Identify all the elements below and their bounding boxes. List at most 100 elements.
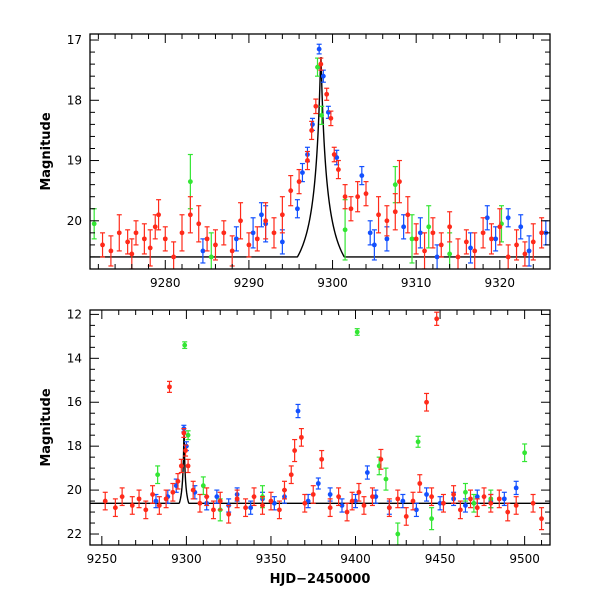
- red-marker: [170, 489, 176, 495]
- red-marker: [331, 152, 337, 157]
- red-data-point: [296, 168, 302, 195]
- red-marker: [260, 503, 265, 508]
- red-data-point: [348, 196, 354, 222]
- blue-data-point: [315, 477, 321, 490]
- red-marker: [342, 194, 348, 200]
- red-marker: [288, 188, 294, 194]
- blue-marker: [315, 481, 321, 486]
- bottom-panel: 9250 9300 9350 9400 9450 9500 12 14 16 18 20 22 Mag…: [39, 307, 551, 587]
- red-data-point: [386, 498, 392, 518]
- blue-marker: [493, 236, 499, 242]
- green-data-point: [91, 208, 97, 240]
- red-marker: [344, 509, 350, 515]
- blue-data-point: [417, 217, 423, 249]
- red-marker: [183, 448, 188, 453]
- blue-marker: [400, 498, 406, 504]
- red-data-point: [497, 208, 503, 246]
- top-y-axis-label: Magnitude: [39, 112, 54, 191]
- red-data-point: [143, 500, 149, 520]
- red-marker: [438, 242, 444, 248]
- red-data-point: [505, 502, 511, 522]
- red-data-point: [384, 205, 390, 237]
- blue-data-point: [279, 229, 285, 255]
- blue-marker: [463, 503, 468, 508]
- red-data-point: [281, 480, 287, 500]
- green-data-point: [208, 232, 214, 269]
- red-data-point: [271, 217, 277, 249]
- blue-marker: [437, 500, 443, 506]
- red-marker: [530, 500, 536, 506]
- red-data-point: [226, 504, 232, 524]
- green-data-point: [319, 105, 325, 125]
- red-marker: [395, 496, 401, 502]
- red-data-point: [171, 241, 177, 269]
- blue-marker: [484, 215, 490, 221]
- blue-data-point: [316, 43, 322, 55]
- red-marker: [310, 492, 316, 497]
- red-data-point: [175, 473, 181, 490]
- red-data-point: [344, 502, 350, 522]
- green-marker: [429, 516, 435, 522]
- red-data-point: [190, 480, 196, 500]
- blue-marker: [413, 507, 419, 513]
- red-marker: [463, 239, 469, 245]
- blue-data-point: [493, 226, 499, 252]
- red-marker: [217, 498, 223, 504]
- red-marker: [175, 478, 181, 484]
- red-marker: [488, 500, 494, 506]
- green-marker: [155, 472, 161, 478]
- red-data-point: [434, 311, 440, 326]
- blue-marker: [214, 494, 220, 500]
- red-data-point: [451, 485, 457, 504]
- red-marker: [226, 511, 232, 517]
- red-marker: [204, 236, 210, 242]
- red-data-point: [268, 491, 274, 511]
- y-tick-label: 20: [67, 483, 82, 497]
- red-data-point: [463, 229, 469, 255]
- red-marker: [424, 399, 429, 405]
- top-plot-area: [90, 43, 550, 269]
- green-marker: [319, 112, 325, 118]
- red-marker: [288, 472, 294, 478]
- red-marker: [361, 503, 367, 508]
- red-data-point: [331, 146, 337, 163]
- red-marker: [447, 224, 453, 230]
- red-data-point: [403, 507, 409, 526]
- red-data-point: [405, 196, 411, 234]
- red-marker: [417, 481, 423, 486]
- x-tick-label: 9300: [317, 276, 348, 290]
- blue-data-point: [526, 235, 532, 267]
- red-marker: [530, 239, 536, 245]
- red-marker: [150, 492, 155, 497]
- red-data-point: [204, 487, 210, 507]
- green-data-point: [354, 328, 360, 336]
- blue-data-point: [437, 496, 443, 511]
- red-data-point: [324, 87, 330, 101]
- red-data-point: [310, 485, 316, 504]
- red-data-point: [468, 489, 474, 509]
- red-data-point: [505, 244, 511, 269]
- blue-marker: [153, 498, 159, 504]
- blue-marker: [434, 254, 440, 260]
- green-marker: [354, 329, 360, 335]
- red-marker: [204, 494, 210, 500]
- blue-data-point: [401, 214, 407, 240]
- blue-data-point: [468, 232, 474, 264]
- red-marker: [355, 194, 361, 200]
- blue-data-point: [513, 480, 519, 496]
- red-data-point: [361, 496, 367, 515]
- red-marker: [413, 236, 419, 242]
- blue-marker: [359, 173, 365, 179]
- red-data-point: [166, 380, 172, 393]
- blue-marker: [316, 46, 322, 52]
- blue-data-point: [518, 214, 524, 240]
- red-data-point: [302, 493, 308, 513]
- red-marker: [277, 507, 282, 513]
- red-marker: [197, 500, 203, 506]
- blue-marker: [526, 248, 532, 254]
- red-data-point: [119, 487, 125, 507]
- red-marker: [386, 505, 392, 511]
- green-marker: [471, 500, 477, 506]
- red-marker: [298, 434, 304, 440]
- red-data-point: [292, 438, 298, 463]
